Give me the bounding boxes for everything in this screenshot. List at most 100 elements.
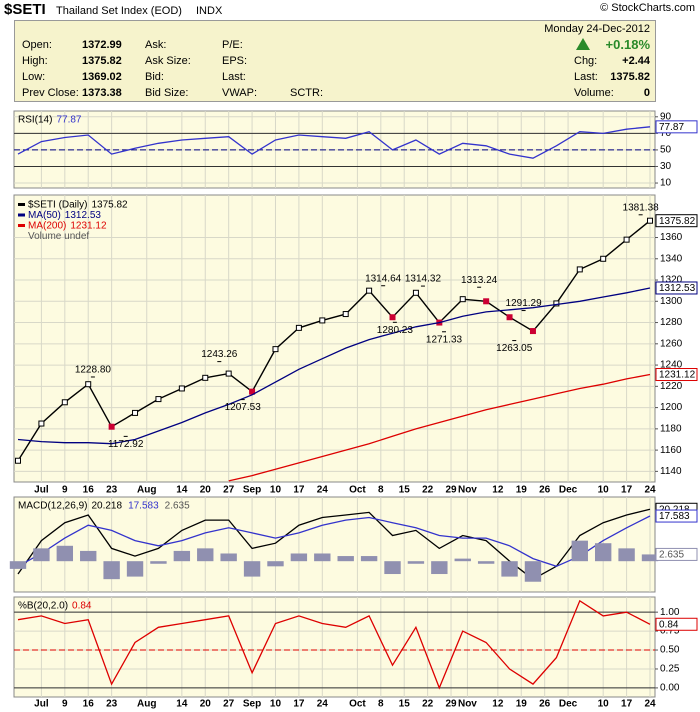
- x-tick-label: 27: [223, 699, 235, 710]
- price-marker: [366, 287, 373, 294]
- price-marker: [459, 296, 466, 303]
- symbol: $SETI: [4, 1, 46, 18]
- quote-value: 1369.02: [82, 71, 122, 83]
- quote-label: High:: [22, 55, 48, 67]
- x-tick-label: 17: [293, 699, 305, 710]
- histogram-bar: [220, 553, 237, 562]
- copyright: © StockCharts.com: [600, 2, 695, 14]
- y-tick-label: 0.00: [660, 683, 680, 694]
- price-annotation: 1314.64: [365, 273, 402, 284]
- histogram-bar: [33, 548, 50, 562]
- price-annotation: 1243.26: [201, 349, 238, 360]
- value-box-label: 2.635: [659, 550, 684, 561]
- series-line: [17, 287, 651, 445]
- y-tick-label: 1.00: [660, 607, 680, 618]
- histogram-bar: [243, 561, 261, 577]
- histogram-bar: [571, 540, 588, 562]
- x-tick-label: 22: [422, 485, 434, 496]
- price-annotation: 1228.80: [75, 365, 112, 376]
- y-tick-label: 50: [660, 145, 672, 156]
- x-tick-label: Aug: [137, 485, 156, 496]
- panel-title: RSI(14): [18, 115, 52, 126]
- histogram-bar: [641, 554, 659, 562]
- price-marker: [506, 314, 513, 321]
- date: Monday 24-Dec-2012: [544, 23, 650, 35]
- x-tick-label: 8: [378, 485, 384, 496]
- right-value: +2.44: [622, 55, 650, 67]
- price-marker: [85, 381, 92, 388]
- right-label: Last:: [574, 71, 598, 83]
- x-tick-label: 24: [644, 699, 656, 710]
- legend-label: MA(200): [28, 221, 66, 232]
- right-label: Chg:: [574, 55, 598, 67]
- price-marker: [483, 298, 490, 305]
- x-tick-label: 29: [445, 699, 457, 710]
- x-tick-label: 14: [176, 699, 188, 710]
- up-arrow: [576, 38, 590, 50]
- x-tick-label: 26: [539, 485, 551, 496]
- histogram-bar: [103, 561, 120, 580]
- quote-label: Prev Close:: [22, 87, 79, 99]
- panel-title-value: 2.635: [165, 501, 190, 512]
- x-tick-label: Dec: [559, 699, 578, 710]
- value-box: [655, 509, 698, 523]
- panel-title-value: 77.87: [56, 115, 81, 126]
- price-annotation: 1263.05: [496, 343, 533, 354]
- x-tick-label: 24: [644, 485, 656, 496]
- histogram-bar: [80, 550, 97, 562]
- x-tick-label: Nov: [458, 485, 477, 496]
- value-box: [655, 547, 698, 561]
- x-tick-label: 19: [516, 699, 528, 710]
- y-tick-label: 1160: [660, 445, 682, 456]
- panel-background: [13, 596, 656, 698]
- histogram-bar: [337, 556, 354, 562]
- legend-swatch: [18, 224, 25, 227]
- x-tick-label: 22: [422, 699, 434, 710]
- price-annotation: 1291.29: [506, 298, 543, 309]
- value-box-label: 1231.12: [659, 370, 696, 381]
- y-tick-label: 1320: [660, 275, 683, 286]
- quote-box: [14, 20, 656, 102]
- x-tick-label: 16: [83, 485, 95, 496]
- change-percent: +0.18%: [605, 37, 650, 52]
- price-marker: [225, 370, 232, 377]
- price-marker: [647, 217, 653, 224]
- series-line: [17, 508, 651, 580]
- x-tick-label: 17: [621, 699, 633, 710]
- histogram-bar: [126, 561, 144, 577]
- price-annotation: 1381.38: [623, 202, 660, 213]
- series-line: [17, 220, 651, 462]
- price-marker: [108, 423, 115, 430]
- price-annotation: 1280.23: [377, 325, 414, 336]
- price-marker: [319, 317, 326, 324]
- legend-swatch: [18, 203, 25, 206]
- y-tick-label: 0.25: [660, 664, 680, 675]
- y-tick-label: 1340: [660, 253, 683, 264]
- y-tick-label: 1200: [660, 402, 683, 413]
- price-marker: [155, 396, 162, 403]
- x-tick-label: 17: [621, 485, 633, 496]
- price-marker: [38, 420, 45, 427]
- price-marker: [529, 328, 536, 335]
- right-value: 0: [643, 87, 650, 99]
- panel-title-value: 17.583: [128, 501, 159, 512]
- field-label: P/E:: [222, 39, 243, 51]
- x-tick-label: 10: [598, 699, 610, 710]
- y-tick-label: 1300: [660, 296, 683, 307]
- right-value: 1375.82: [610, 71, 650, 83]
- field-label: Bid:: [145, 71, 164, 83]
- x-tick-label: 12: [492, 485, 504, 496]
- histogram-bar: [618, 548, 635, 562]
- legend-value: 1312.53: [65, 210, 102, 221]
- legend-value: 1375.82: [91, 200, 128, 211]
- value-box-label: 1375.82: [659, 216, 696, 227]
- x-tick-label: Sep: [243, 699, 261, 710]
- value-box: [655, 368, 698, 382]
- value-box: [655, 214, 698, 228]
- x-tick-label: Aug: [137, 699, 156, 710]
- y-tick-label: 1220: [660, 381, 683, 392]
- histogram-bar: [9, 561, 27, 569]
- field-label: Bid Size:: [145, 87, 189, 99]
- series-line: [17, 126, 651, 159]
- histogram-bar: [290, 553, 308, 562]
